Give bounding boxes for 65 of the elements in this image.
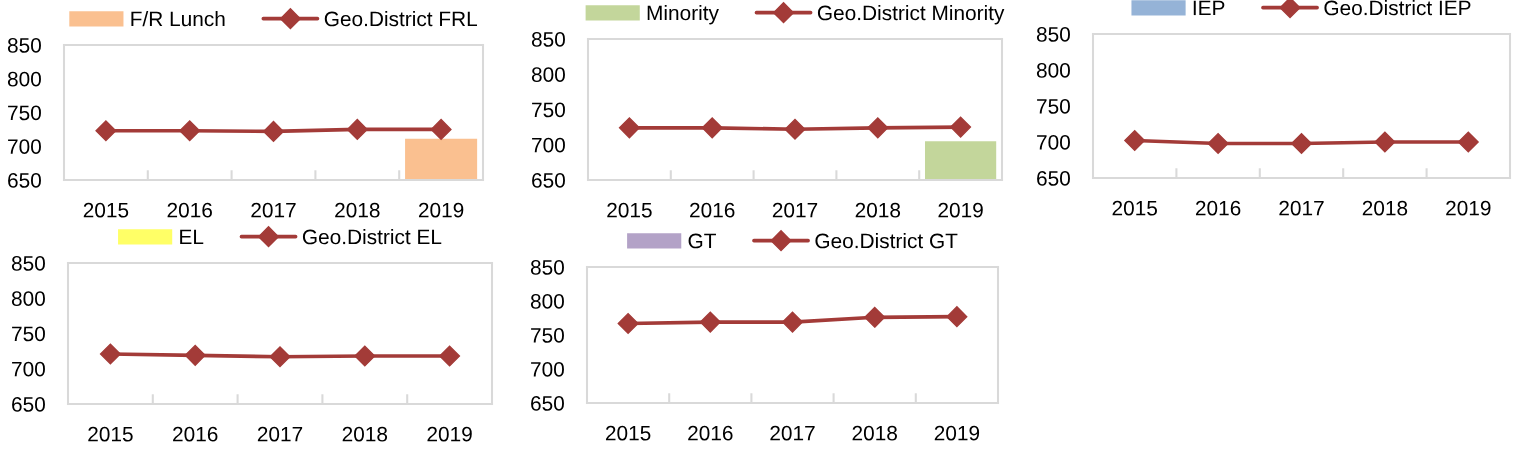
x-tick-label: 2018 [855, 202, 901, 218]
legend-label: Minority [647, 5, 719, 25]
point [781, 311, 804, 333]
y-tick-label: 700 [532, 137, 565, 153]
y-tick-label: 750 [12, 326, 45, 342]
y-tick-label: 750 [532, 102, 565, 118]
y-tick-label: 650 [12, 397, 45, 412]
x-tick-label: 2019 [427, 426, 472, 442]
x-tick-label: 2015 [1112, 200, 1157, 216]
point [617, 312, 639, 334]
legend-label: Geo.District IEP [1324, 0, 1471, 16]
legend-label: Geo.District FRL [324, 11, 478, 27]
y-tick-label: 750 [8, 105, 41, 121]
x-tick-label: 2017 [770, 425, 815, 441]
legend-label: GT [688, 233, 716, 249]
x-tick-label: 2016 [1195, 200, 1241, 216]
y-tick-label: 750 [531, 328, 564, 343]
x-tick-label: 2017 [257, 426, 303, 442]
x-tick-label: 2016 [173, 426, 218, 442]
y-tick-label: 850 [7, 38, 41, 53]
x-tick-label: 2018 [342, 426, 388, 442]
x-tick-label: 2015 [607, 202, 652, 218]
legend-label: IEP [1193, 0, 1225, 16]
legend-label: Geo.District EL [302, 229, 442, 245]
legend-label: Geo.District GT [815, 233, 958, 249]
y-tick-label: 800 [11, 291, 45, 306]
point [699, 311, 721, 333]
legend-label: F/R Lunch [131, 11, 225, 27]
y-tick-label: 750 [1037, 99, 1070, 114]
y-tick-label: 650 [532, 173, 565, 188]
x-tick-label: 2016 [688, 425, 733, 441]
x-tick-label: 2016 [690, 202, 735, 218]
y-tick-label: 700 [1037, 135, 1070, 150]
y-tick-label: 800 [530, 294, 564, 309]
y-tick-label: 850 [1036, 27, 1070, 42]
y-tick-label: 850 [530, 260, 564, 275]
x-tick-label: 2018 [335, 202, 380, 218]
point [864, 306, 886, 328]
y-tick-label: 650 [8, 173, 41, 188]
x-tick-label: 2018 [1362, 200, 1408, 216]
legend-label: Geo.District Minority [817, 5, 1005, 25]
y-tick-label: 700 [531, 362, 564, 377]
x-tick-label: 2019 [418, 202, 464, 218]
x-tick-label: 2019 [934, 425, 980, 441]
y-tick-label: 800 [1036, 63, 1070, 78]
x-tick-label: 2018 [852, 425, 897, 441]
x-tick-label: 2019 [938, 202, 983, 218]
legend-label: EL [180, 229, 204, 245]
y-tick-label: 850 [11, 256, 45, 271]
y-tick-label: 800 [531, 67, 565, 82]
y-tick-label: 650 [1037, 171, 1070, 186]
x-tick-label: 2017 [772, 202, 818, 218]
point [946, 306, 968, 328]
y-tick-label: 700 [12, 361, 45, 377]
x-tick-label: 2017 [251, 202, 296, 218]
x-tick-label: 2017 [1279, 200, 1324, 216]
y-tick-label: 700 [8, 139, 41, 154]
y-tick-label: 850 [531, 32, 565, 47]
x-tick-label: 2016 [167, 202, 212, 218]
y-tick-label: 800 [7, 71, 41, 87]
y-tick-label: 650 [531, 396, 564, 411]
x-tick-label: 2015 [605, 425, 651, 441]
x-tick-label: 2019 [1446, 200, 1491, 216]
x-tick-label: 2015 [83, 202, 129, 218]
x-tick-label: 2015 [88, 426, 133, 442]
